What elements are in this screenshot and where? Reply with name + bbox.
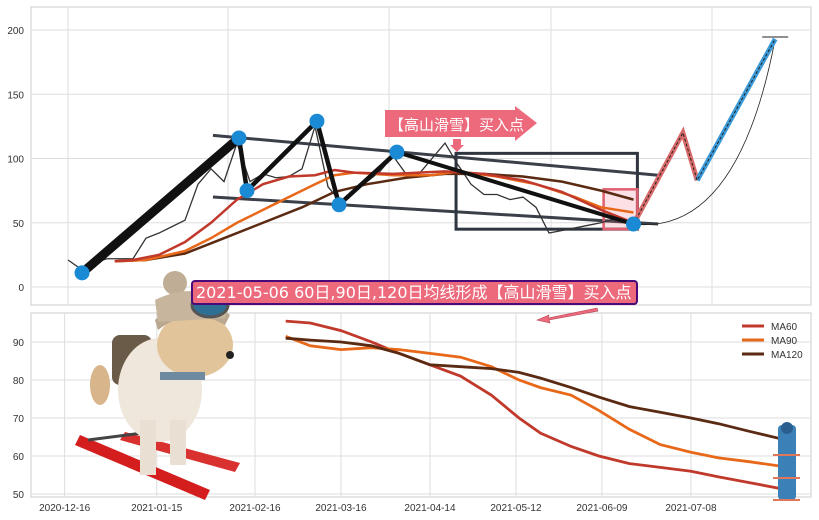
pivot-point (239, 183, 255, 199)
legend-label: MA60 (771, 322, 798, 333)
arrow-shape (385, 106, 537, 141)
x-tick-label: 2021-05-12 (490, 503, 542, 514)
callout-text: 2021-05-06 60日,90日,120日均线形成【高山滑雪】买入点 (196, 283, 632, 302)
bottom-y-tick-label: 80 (13, 376, 25, 387)
zigzag-leg (396, 150, 635, 226)
bottom-y-tick-label: 90 (13, 338, 25, 349)
callout-box (191, 280, 638, 305)
pivot-point (74, 265, 90, 281)
bottom-y-tick-label: 50 (13, 490, 25, 501)
zigzag-leg (79, 134, 242, 277)
bottom-y-tick-label: 60 (13, 452, 25, 463)
bottom-y-tick-label: 70 (13, 414, 25, 425)
legend-label: MA90 (771, 336, 798, 347)
x-tick-label: 2020-12-16 (39, 503, 91, 514)
x-tick-label: 2021-02-16 (229, 503, 281, 514)
top-y-tick-label: 0 (18, 283, 24, 294)
pivot-point (389, 144, 405, 160)
x-tick-label: 2021-01-15 (131, 503, 183, 514)
ma120-line (285, 336, 790, 443)
pivot-point (331, 197, 347, 213)
ma120-line (114, 172, 634, 263)
x-tick-label: 2021-06-09 (576, 503, 628, 514)
ma90-line (285, 334, 790, 469)
dog-skier-illustration (75, 271, 240, 500)
projection-dashes (633, 38, 776, 225)
top-y-tick-label: 200 (7, 26, 24, 37)
x-tick-label: 2021-03-16 (315, 503, 367, 514)
pivot-point (309, 113, 325, 129)
upper-trendline (212, 133, 659, 177)
buy-point-label: 【高山滑雪】买入点 (389, 116, 524, 134)
lower-trendline (212, 195, 659, 226)
pivot-point (626, 216, 641, 232)
top-y-tick-label: 100 (7, 155, 24, 166)
ma60-line (285, 319, 790, 492)
buy-point-arrow-label: 【高山滑雪】买入点 (385, 106, 537, 152)
callout-arrow (536, 307, 599, 324)
top-y-tick-label: 50 (13, 219, 25, 230)
legend-label: MA120 (771, 350, 803, 361)
mini-skiers-icon (773, 422, 800, 501)
pivot-point (231, 130, 247, 146)
x-tick-label: 2021-07-08 (665, 503, 717, 514)
x-tick-label: 2021-04-14 (404, 503, 456, 514)
down-arrow-icon (450, 139, 464, 152)
legend: MA60 MA90 MA120 (742, 322, 803, 361)
projection-arc (633, 38, 776, 226)
ma60-line (114, 168, 634, 263)
top-y-tick-label: 150 (7, 90, 24, 101)
ma-crossover-callout: 2021-05-06 60日,90日,120日均线形成【高山滑雪】买入点 (191, 280, 638, 324)
top-panel: 0 50 100 150 200 【高山滑雪】买入点 (7, 6, 812, 306)
